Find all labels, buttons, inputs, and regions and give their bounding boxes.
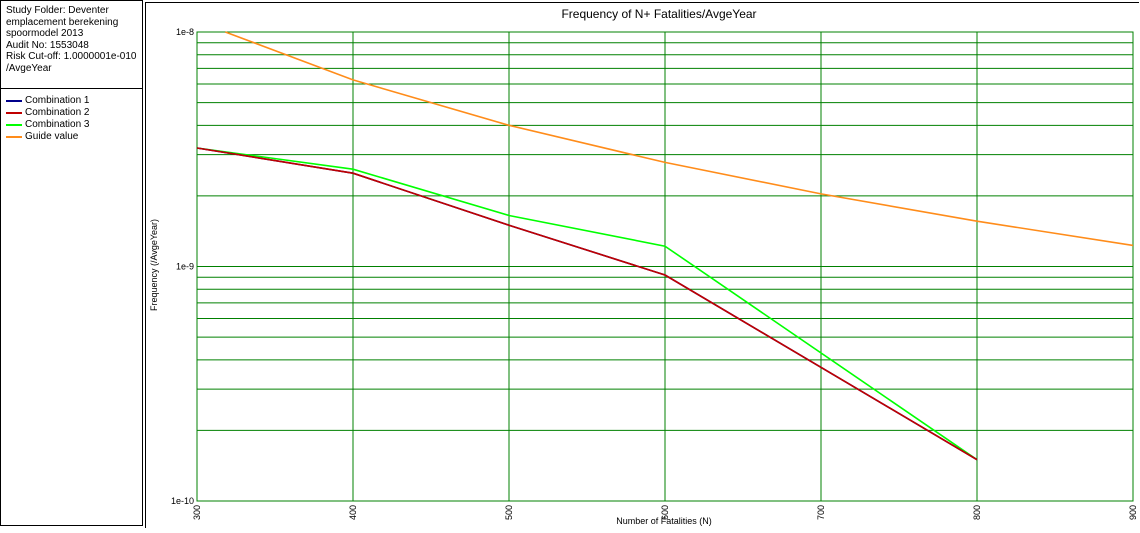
legend-item-combination-3[interactable]: Combination 3 bbox=[6, 119, 138, 131]
study-info-box: Study Folder: Deventer emplacement berek… bbox=[1, 1, 142, 89]
x-tick-label: 600 bbox=[660, 505, 670, 520]
legend-swatch bbox=[6, 100, 22, 102]
y-tick-label: 1e-8 bbox=[176, 27, 194, 37]
series-line-combination-3 bbox=[196, 147, 978, 461]
risk-cutoff-unit: /AvgeYear bbox=[6, 62, 52, 74]
x-tick-label: 500 bbox=[504, 505, 514, 520]
y-axis-label: Frequency (/AvgeYear) bbox=[149, 219, 159, 311]
legend-label: Combination 3 bbox=[25, 119, 90, 130]
x-tick-label: 900 bbox=[1128, 505, 1138, 520]
left-panel: Study Folder: Deventer emplacement berek… bbox=[0, 0, 143, 526]
y-tick-label: 1e-10 bbox=[171, 496, 194, 506]
study-folder-line: Study Folder: Deventer bbox=[6, 5, 109, 16]
legend-label: Combination 2 bbox=[25, 107, 90, 118]
legend-swatch bbox=[6, 124, 22, 126]
fn-curve-chart: Frequency of N+ Fatalities/AvgeYear 300 4… bbox=[149, 7, 1138, 526]
legend-swatch bbox=[6, 136, 22, 138]
series-line-combination-1 bbox=[196, 147, 978, 461]
legend-item-combination-1[interactable]: Combination 1 bbox=[6, 95, 138, 107]
audit-number: Audit No: 1553048 bbox=[6, 39, 89, 51]
chart-area: Frequency of N+ Fatalities/AvgeYear 300 4… bbox=[145, 2, 1139, 528]
legend-label: Combination 1 bbox=[25, 95, 90, 106]
legend-item-combination-2[interactable]: Combination 2 bbox=[6, 107, 138, 119]
tick-labels: 300 400 500 600 700 800 900 1e-10 1e-9 1e-8 bbox=[171, 27, 1138, 520]
y-tick-label: 1e-9 bbox=[176, 262, 194, 272]
study-folder-line-2: emplacement berekening bbox=[6, 16, 119, 28]
x-axis-label: Number of Fatalities (N) bbox=[616, 516, 712, 526]
chart-title: Frequency of N+ Fatalities/AvgeYear bbox=[561, 7, 756, 21]
series-line-combination-2 bbox=[196, 147, 978, 461]
series-group bbox=[196, 31, 1134, 461]
study-folder-line-3: spoormodel 2013 bbox=[6, 28, 84, 39]
legend: Combination 1 Combination 2 Combination … bbox=[1, 89, 142, 143]
legend-label: Guide value bbox=[25, 131, 79, 142]
x-tick-label: 300 bbox=[192, 505, 202, 520]
x-tick-label: 800 bbox=[972, 505, 982, 520]
risk-cutoff: Risk Cut-off: 1.0000001e-010 bbox=[6, 51, 137, 62]
series-line-guide-value bbox=[225, 31, 1134, 247]
legend-item-guide-value[interactable]: Guide value bbox=[6, 131, 138, 143]
x-tick-label: 700 bbox=[816, 505, 826, 520]
legend-swatch bbox=[6, 112, 22, 114]
x-tick-label: 400 bbox=[348, 505, 358, 520]
grid bbox=[196, 31, 1134, 502]
